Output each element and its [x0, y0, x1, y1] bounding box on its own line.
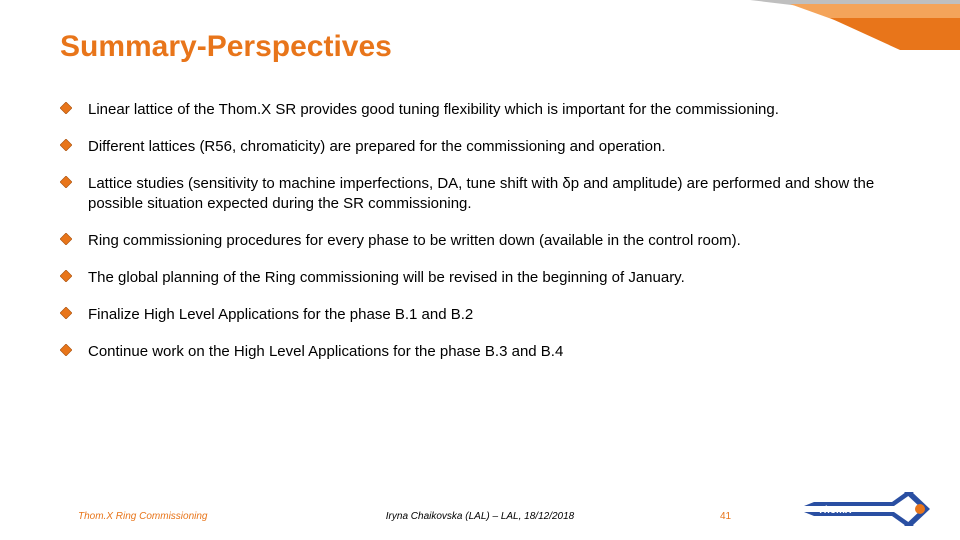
thomx-logo: ThomX	[804, 490, 936, 530]
footer-left: Thom.X Ring Commissioning	[78, 511, 208, 522]
bullet-item: Continue work on the High Level Applicat…	[60, 342, 930, 361]
bullet-list: Linear lattice of the Thom.X SR provides…	[60, 100, 930, 380]
bullet-item: Lattice studies (sensitivity to machine …	[60, 174, 930, 212]
page-number: 41	[720, 511, 731, 522]
bullet-text: Finalize High Level Applications for the…	[88, 306, 473, 323]
bullet-item: The global planning of the Ring commissi…	[60, 268, 930, 287]
bullet-item: Ring commissioning procedures for every …	[60, 231, 930, 250]
bullet-text: Different lattices (R56, chromaticity) a…	[88, 138, 666, 155]
diamond-icon	[60, 307, 72, 319]
diamond-icon	[60, 102, 72, 114]
bullet-item: Finalize High Level Applications for the…	[60, 305, 930, 324]
svg-text:ThomX: ThomX	[818, 505, 853, 516]
diamond-icon	[60, 344, 72, 356]
slide-title: Summary-Perspectives	[60, 30, 392, 64]
bullet-text: Ring commissioning procedures for every …	[88, 232, 741, 249]
diamond-icon	[60, 270, 72, 282]
bullet-text: The global planning of the Ring commissi…	[88, 269, 685, 286]
diamond-icon	[60, 139, 72, 151]
bullet-text: Linear lattice of the Thom.X SR provides…	[88, 101, 779, 118]
slide: Summary-Perspectives Linear lattice of t…	[0, 0, 960, 540]
bullet-text: Lattice studies (sensitivity to machine …	[88, 175, 874, 211]
bullet-text: Continue work on the High Level Applicat…	[88, 343, 563, 360]
footer-center: Iryna Chaikovska (LAL) – LAL, 18/12/2018	[386, 511, 574, 522]
diamond-icon	[60, 233, 72, 245]
diamond-icon	[60, 176, 72, 188]
bullet-item: Linear lattice of the Thom.X SR provides…	[60, 100, 930, 119]
corner-decoration	[750, 0, 960, 70]
bullet-item: Different lattices (R56, chromaticity) a…	[60, 137, 930, 156]
